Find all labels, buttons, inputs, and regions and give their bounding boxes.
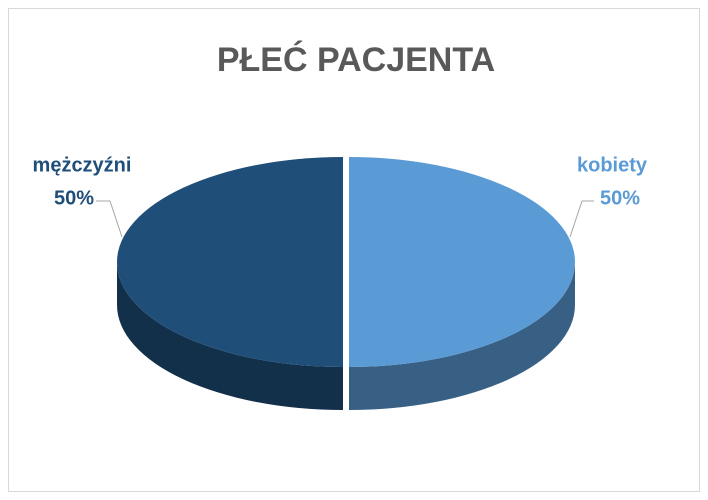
leader-line (96, 200, 123, 238)
chart-title: PŁEĆ PACJENTA (217, 41, 495, 79)
slice (349, 157, 575, 367)
slice (117, 157, 343, 367)
leader-line (569, 200, 594, 238)
value-label: 50% (600, 187, 640, 209)
slice-side (117, 262, 343, 410)
category-label: kobiety (577, 154, 648, 176)
slice-side (349, 262, 575, 410)
category-label: mężczyźni (33, 154, 132, 176)
value-label: 50% (54, 187, 94, 209)
